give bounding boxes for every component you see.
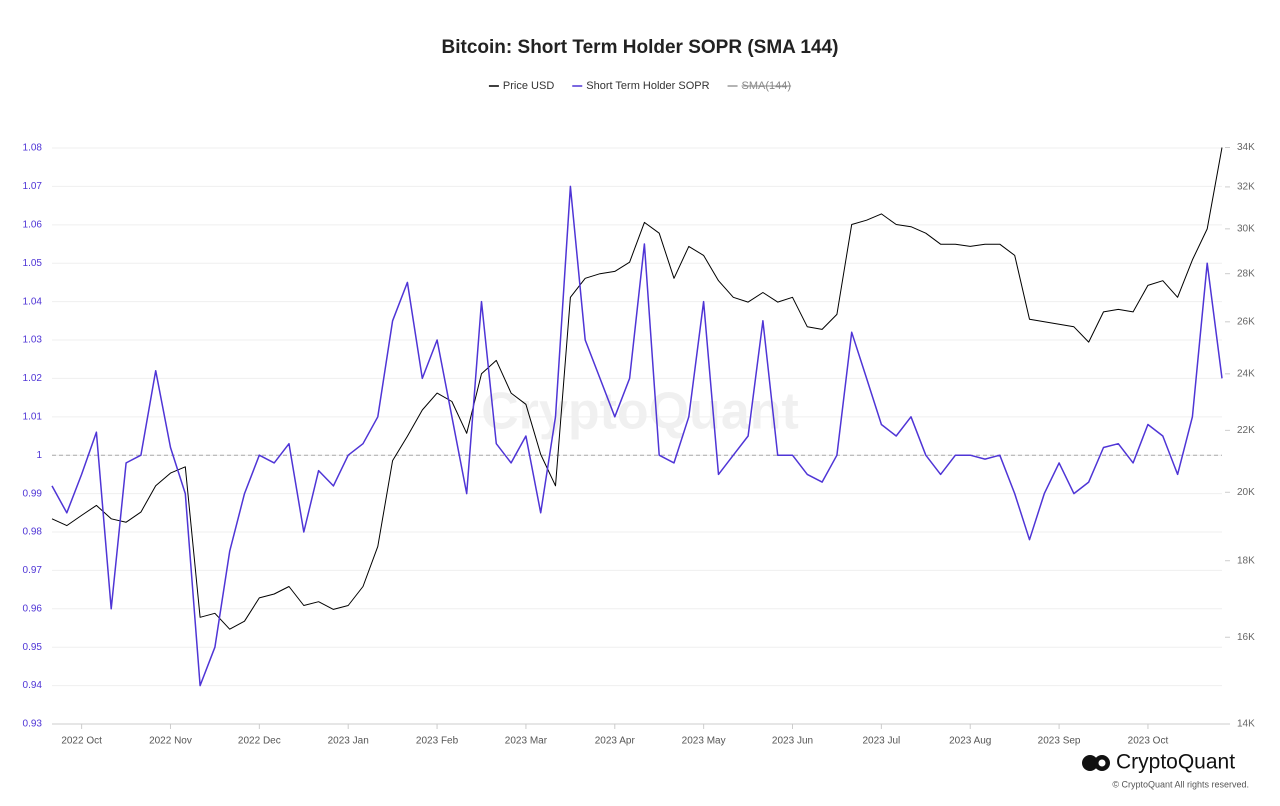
legend-item[interactable]: Price USD [488,80,554,92]
x-tick-label: 2023 Sep [1038,736,1081,747]
y-tick-label: 1.01 [23,411,43,422]
y-tick-label: 1.08 [23,143,43,154]
y-tick-label: 0.95 [23,642,43,653]
x-tick-label: 2023 Jun [772,736,813,747]
y2-tick-label: 32K [1237,182,1255,193]
y2-tick-label: 28K [1237,268,1255,279]
y2-tick-label: 14K [1237,719,1255,730]
y-tick-label: 0.98 [23,527,43,538]
logo-circle [1082,755,1098,771]
y2-tick-label: 22K [1237,425,1255,436]
x-tick-label: 2023 Oct [1128,736,1169,747]
y-tick-label: 1.04 [23,296,43,307]
y-tick-label: 0.97 [23,565,43,576]
y-tick-label: 1.07 [23,181,43,192]
y2-tick-label: 24K [1237,368,1255,379]
y-tick-label: 0.94 [23,680,43,691]
y2-tick-label: 30K [1237,223,1255,234]
x-tick-label: 2023 May [682,736,726,747]
y2-tick-label: 20K [1237,487,1255,498]
y2-tick-label: 16K [1237,632,1255,643]
series-line [51,147,1223,630]
x-tick-label: 2023 Apr [595,736,636,747]
brand-logo [1082,755,1110,771]
copyright: © CryptoQuant All rights reserved. [1112,779,1249,789]
legend-item[interactable]: SMA(144) [727,80,792,92]
legend: Price USD Short Term Holder SOPR SMA(144) [488,80,792,92]
x-tick-label: 2023 Aug [949,736,991,747]
legend-label: Price USD [503,80,554,92]
legend-label: Short Term Holder SOPR [586,80,709,92]
y2-tick-label: 34K [1237,142,1255,153]
brand: CryptoQuant [1116,751,1235,774]
x-tick-label: 2023 Jul [862,736,900,747]
y2-tick-label: 18K [1237,555,1255,566]
x-tick-label: 2022 Oct [61,736,102,747]
y-tick-label: 1 [36,450,42,461]
y-tick-label: 1.02 [23,373,43,384]
y2-tick-label: 26K [1237,316,1255,327]
series-line [51,185,1223,687]
x-tick-label: 2022 Dec [238,736,281,747]
y-tick-label: 0.96 [23,603,43,614]
logo-hole [1098,759,1106,767]
x-tick-label: 2023 Mar [505,736,548,747]
x-tick-label: 2023 Feb [416,736,459,747]
y-tick-label: 0.99 [23,488,43,499]
legend-item[interactable]: Short Term Holder SOPR [572,80,710,92]
y-tick-label: 1.03 [23,335,43,346]
y-tick-label: 1.06 [23,219,43,230]
chart-title: Bitcoin: Short Term Holder SOPR (SMA 144… [442,37,839,58]
x-tick-label: 2023 Jan [328,736,369,747]
y-tick-label: 1.05 [23,258,43,269]
x-tick-label: 2022 Nov [149,736,192,747]
y-tick-label: 0.93 [23,719,43,730]
